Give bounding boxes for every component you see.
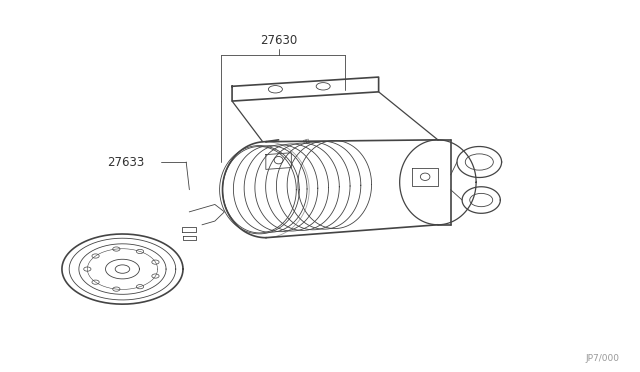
Text: 27633: 27633 xyxy=(108,155,145,169)
Text: JP7/000: JP7/000 xyxy=(586,354,620,363)
Text: RR: RR xyxy=(303,138,312,145)
Text: 27630: 27630 xyxy=(260,33,297,46)
